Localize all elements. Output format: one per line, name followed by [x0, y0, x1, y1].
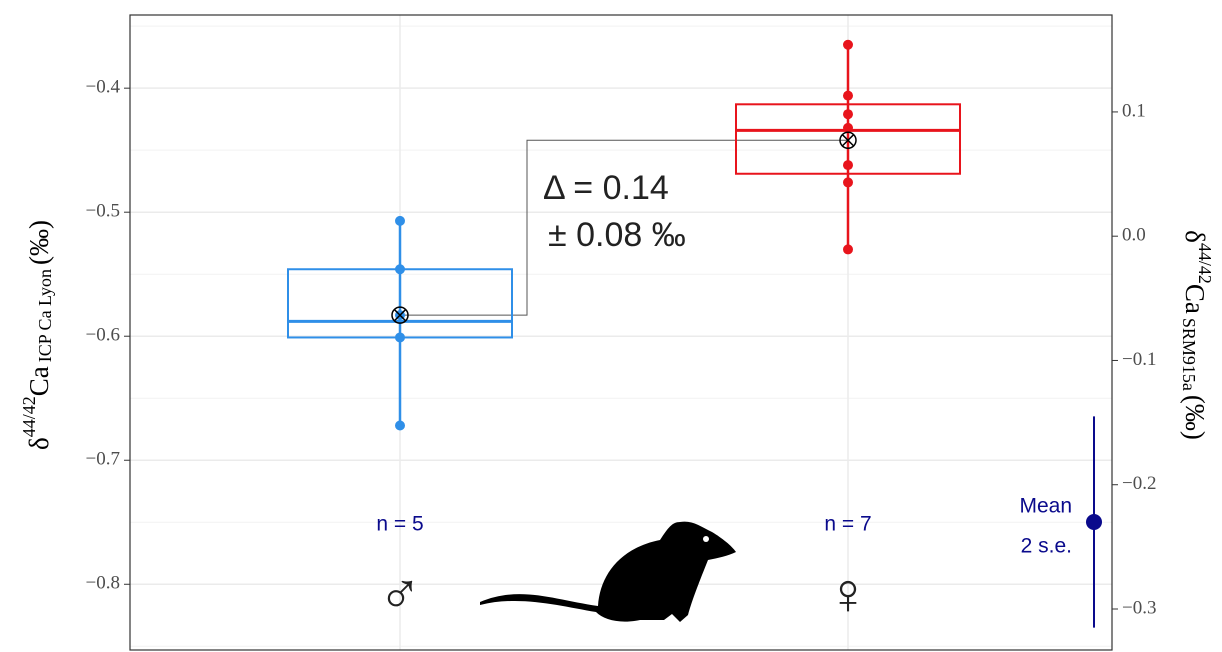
point [843, 177, 853, 188]
point [843, 90, 853, 101]
point [843, 122, 853, 133]
category-symbol: ♂ [378, 561, 422, 626]
reference-label: Mean [1019, 495, 1072, 518]
y2-label-part: Ca [1180, 284, 1210, 314]
plot-border [129, 14, 1113, 651]
reference-point [1086, 514, 1102, 531]
mean-circle [391, 306, 409, 324]
y-label-part: (‰) [24, 220, 54, 265]
annotation: ± 0.08 ‰ [548, 216, 686, 254]
y2-tick-label: −0.3 [1122, 597, 1156, 618]
y2-tick-label: 0.1 [1122, 100, 1146, 121]
point [843, 160, 853, 171]
reference-label: 2 s.e. [1021, 535, 1072, 558]
annotation: Δ = 0.14 [543, 169, 669, 207]
y-tick-label: −0.5 [86, 201, 120, 222]
point [843, 39, 853, 50]
point [395, 264, 405, 275]
y-label-part: 44/42 [19, 396, 39, 437]
y2-label-part: 44/42 [1195, 243, 1215, 284]
y2-label-part: (‰) [1180, 395, 1210, 440]
y-label-part: ICP Ca Lyon [35, 269, 55, 362]
mean-cross [393, 309, 407, 322]
y2-tick-label: −0.2 [1122, 473, 1156, 494]
mouse-icon [480, 521, 736, 622]
y2-tick-label: −0.1 [1122, 349, 1156, 370]
y-label-part: δ [24, 437, 54, 450]
y-tick-label: −0.8 [86, 573, 120, 594]
y2-tick-label: 0.0 [1122, 225, 1146, 246]
box [735, 103, 961, 175]
mean-cross [841, 134, 855, 147]
mean-marker [839, 131, 857, 150]
n-label: n = 5 [376, 513, 423, 536]
n-label: n = 7 [824, 513, 871, 536]
mean-marker [391, 306, 409, 324]
y-label-part: Ca [24, 366, 54, 396]
mouse-eye [703, 536, 709, 542]
point [395, 420, 405, 431]
y2-label-part: δ [1180, 230, 1210, 243]
category-symbol: ♀ [826, 561, 870, 626]
point [395, 215, 405, 226]
y2-label-part: SRM915a [1179, 318, 1199, 391]
y-tick-label: −0.7 [86, 449, 120, 470]
point [843, 244, 853, 255]
y2-axis-label: δ44/42Ca SRM915a (‰) [1179, 230, 1215, 440]
mean-circle [839, 131, 857, 150]
y-tick-label: −0.4 [86, 77, 121, 98]
marks: Δ = 0.14 ± 0.08 ‰ n = 5 ♂ n = 7 ♀ Mean 2 s.e. [287, 39, 1102, 628]
difference-connector [400, 139, 848, 316]
y-axis-label: δ44/42Ca ICP Ca Lyon (‰) [19, 220, 55, 450]
y-tick-label: −0.6 [86, 325, 120, 346]
point [843, 109, 853, 120]
point [395, 332, 405, 343]
